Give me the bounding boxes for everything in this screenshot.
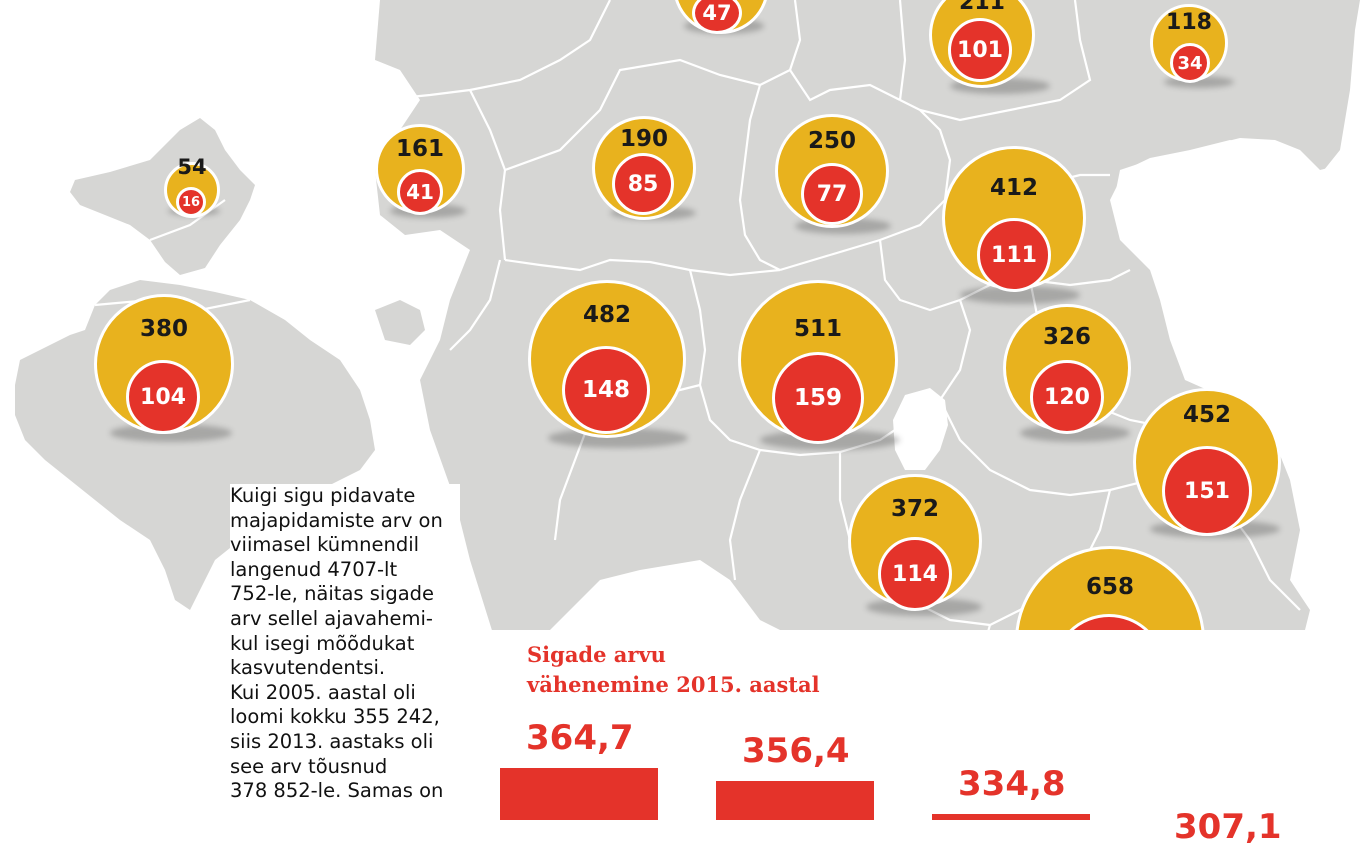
muhu-shape — [375, 300, 425, 345]
total-value: 412 — [989, 175, 1038, 201]
border-line — [504, 58, 791, 172]
pig-count-circle: 47 — [692, 0, 742, 34]
border-line — [789, 69, 901, 102]
pig-count-circle: 120 — [1030, 360, 1104, 434]
bar-value-label: 307,1 — [1174, 807, 1282, 847]
pig-count-circle: 151 — [1162, 446, 1252, 536]
pig-count-circle: 114 — [878, 537, 952, 611]
total-value: 190 — [619, 126, 668, 152]
bar-value-label: 334,8 — [958, 764, 1066, 805]
total-value: 54 — [177, 155, 207, 179]
total-value: 211 — [959, 0, 1005, 15]
pig-count-circle: 104 — [126, 360, 200, 434]
border-line — [878, 239, 1131, 312]
bar-2 — [716, 780, 874, 820]
pig-count-circle: 101 — [948, 18, 1012, 82]
total-value: 118 — [1166, 10, 1212, 35]
pig-count-circle: 85 — [612, 153, 674, 215]
chart-title: Sigade arvu vähenemine 2015. aastal — [527, 642, 820, 697]
bar-1 — [500, 768, 658, 820]
border-line — [738, 84, 781, 271]
total-value: 250 — [807, 128, 856, 154]
pig-count-circle: 111 — [977, 218, 1051, 292]
bar-3 — [932, 814, 1090, 820]
total-value: 452 — [1182, 402, 1231, 428]
lake-vortsjarv — [893, 388, 948, 470]
bar-value-label: 364,7 — [526, 718, 634, 758]
border-line — [449, 259, 502, 351]
hiiumaa-shape — [70, 118, 255, 275]
border-line — [688, 269, 972, 457]
pig-count-circle: 41 — [397, 169, 443, 215]
total-value: 380 — [139, 316, 188, 342]
border-line — [504, 258, 781, 277]
total-value: 161 — [395, 136, 444, 162]
pig-count-circle: 159 — [772, 352, 864, 444]
lake-peipus — [1115, 138, 1370, 330]
border-line — [898, 0, 907, 101]
total-value: 658 — [1085, 574, 1134, 600]
border-line — [149, 199, 226, 242]
border-line — [728, 449, 762, 581]
total-value: 511 — [793, 316, 842, 342]
pig-count-circle: 34 — [1170, 43, 1210, 83]
total-value: 326 — [1042, 324, 1091, 350]
border-line — [779, 109, 952, 272]
border-line — [788, 0, 802, 71]
article-text: Kuigi sigu pidavate majapidamiste arv on… — [230, 484, 460, 804]
total-value: 372 — [890, 496, 939, 522]
pig-count-circle: 16 — [176, 187, 206, 217]
border-line — [379, 0, 611, 102]
bar-value-label: 356,4 — [742, 730, 850, 771]
total-value: 482 — [582, 302, 631, 328]
pig-count-circle: 77 — [801, 163, 863, 225]
border-line — [899, 0, 1092, 122]
pig-count-circle: 148 — [562, 346, 650, 434]
